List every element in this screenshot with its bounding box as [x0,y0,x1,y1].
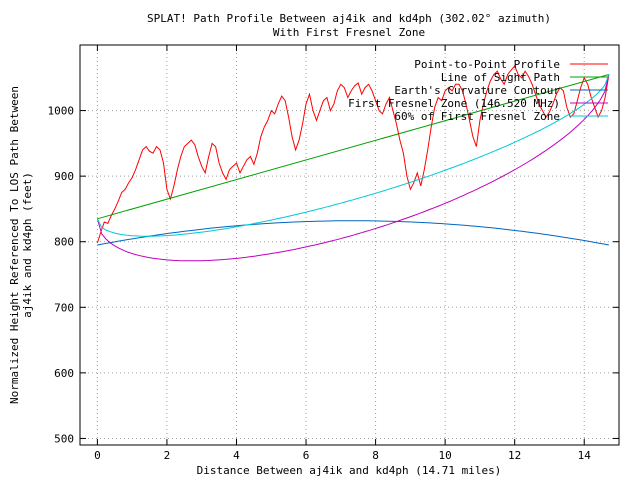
y-axis-label-line-2: aj4ik and kd4ph (feet) [21,172,34,318]
chart-subtitle: With First Fresnel Zone [273,26,425,39]
y-tick-label: 800 [54,236,74,249]
y-tick-label: 600 [54,367,74,380]
series-line-1 [97,74,610,220]
series-line-2 [97,220,609,246]
data-series [96,65,610,262]
legend-label: First Fresnel Zone (146.520 MHz) [348,97,560,110]
grid-lines [80,45,619,445]
plot-frame [79,44,620,446]
chart-title: SPLAT! Path Profile Between aj4ik and kd… [147,12,551,25]
x-tick-label: 14 [578,449,592,462]
x-tick-label: 4 [233,449,240,462]
legend-label: 60% of First Fresnel Zone [394,110,560,123]
legend-label: Earth's Curvature Contour [394,84,560,97]
y-axis-label: Normalized Height Referenced To LOS Path… [8,86,21,404]
y-tick-label: 1000 [48,105,75,118]
series-line-4 [96,74,610,237]
x-axis-label: Distance Between aj4ik and kd4ph (14.71 … [197,464,502,477]
x-tick-label: 10 [439,449,452,462]
x-tick-label: 8 [372,449,379,462]
x-tick-label: 2 [164,449,171,462]
y-tick-label: 500 [54,432,74,445]
series-line-3 [96,74,610,262]
legend-label: Line of Sight Path [441,71,560,84]
legend-label: Point-to-Point Profile [414,58,560,71]
y-tick-label: 900 [54,170,74,183]
axis-ticks: 0 2 4 6 8 10 12 14 500 600 700 800 900 1000 [48,45,619,462]
series-line-0 [96,65,610,244]
x-tick-label: 6 [303,449,310,462]
x-tick-label: 0 [94,449,101,462]
x-tick-label: 12 [508,449,521,462]
y-tick-label: 700 [54,301,74,314]
